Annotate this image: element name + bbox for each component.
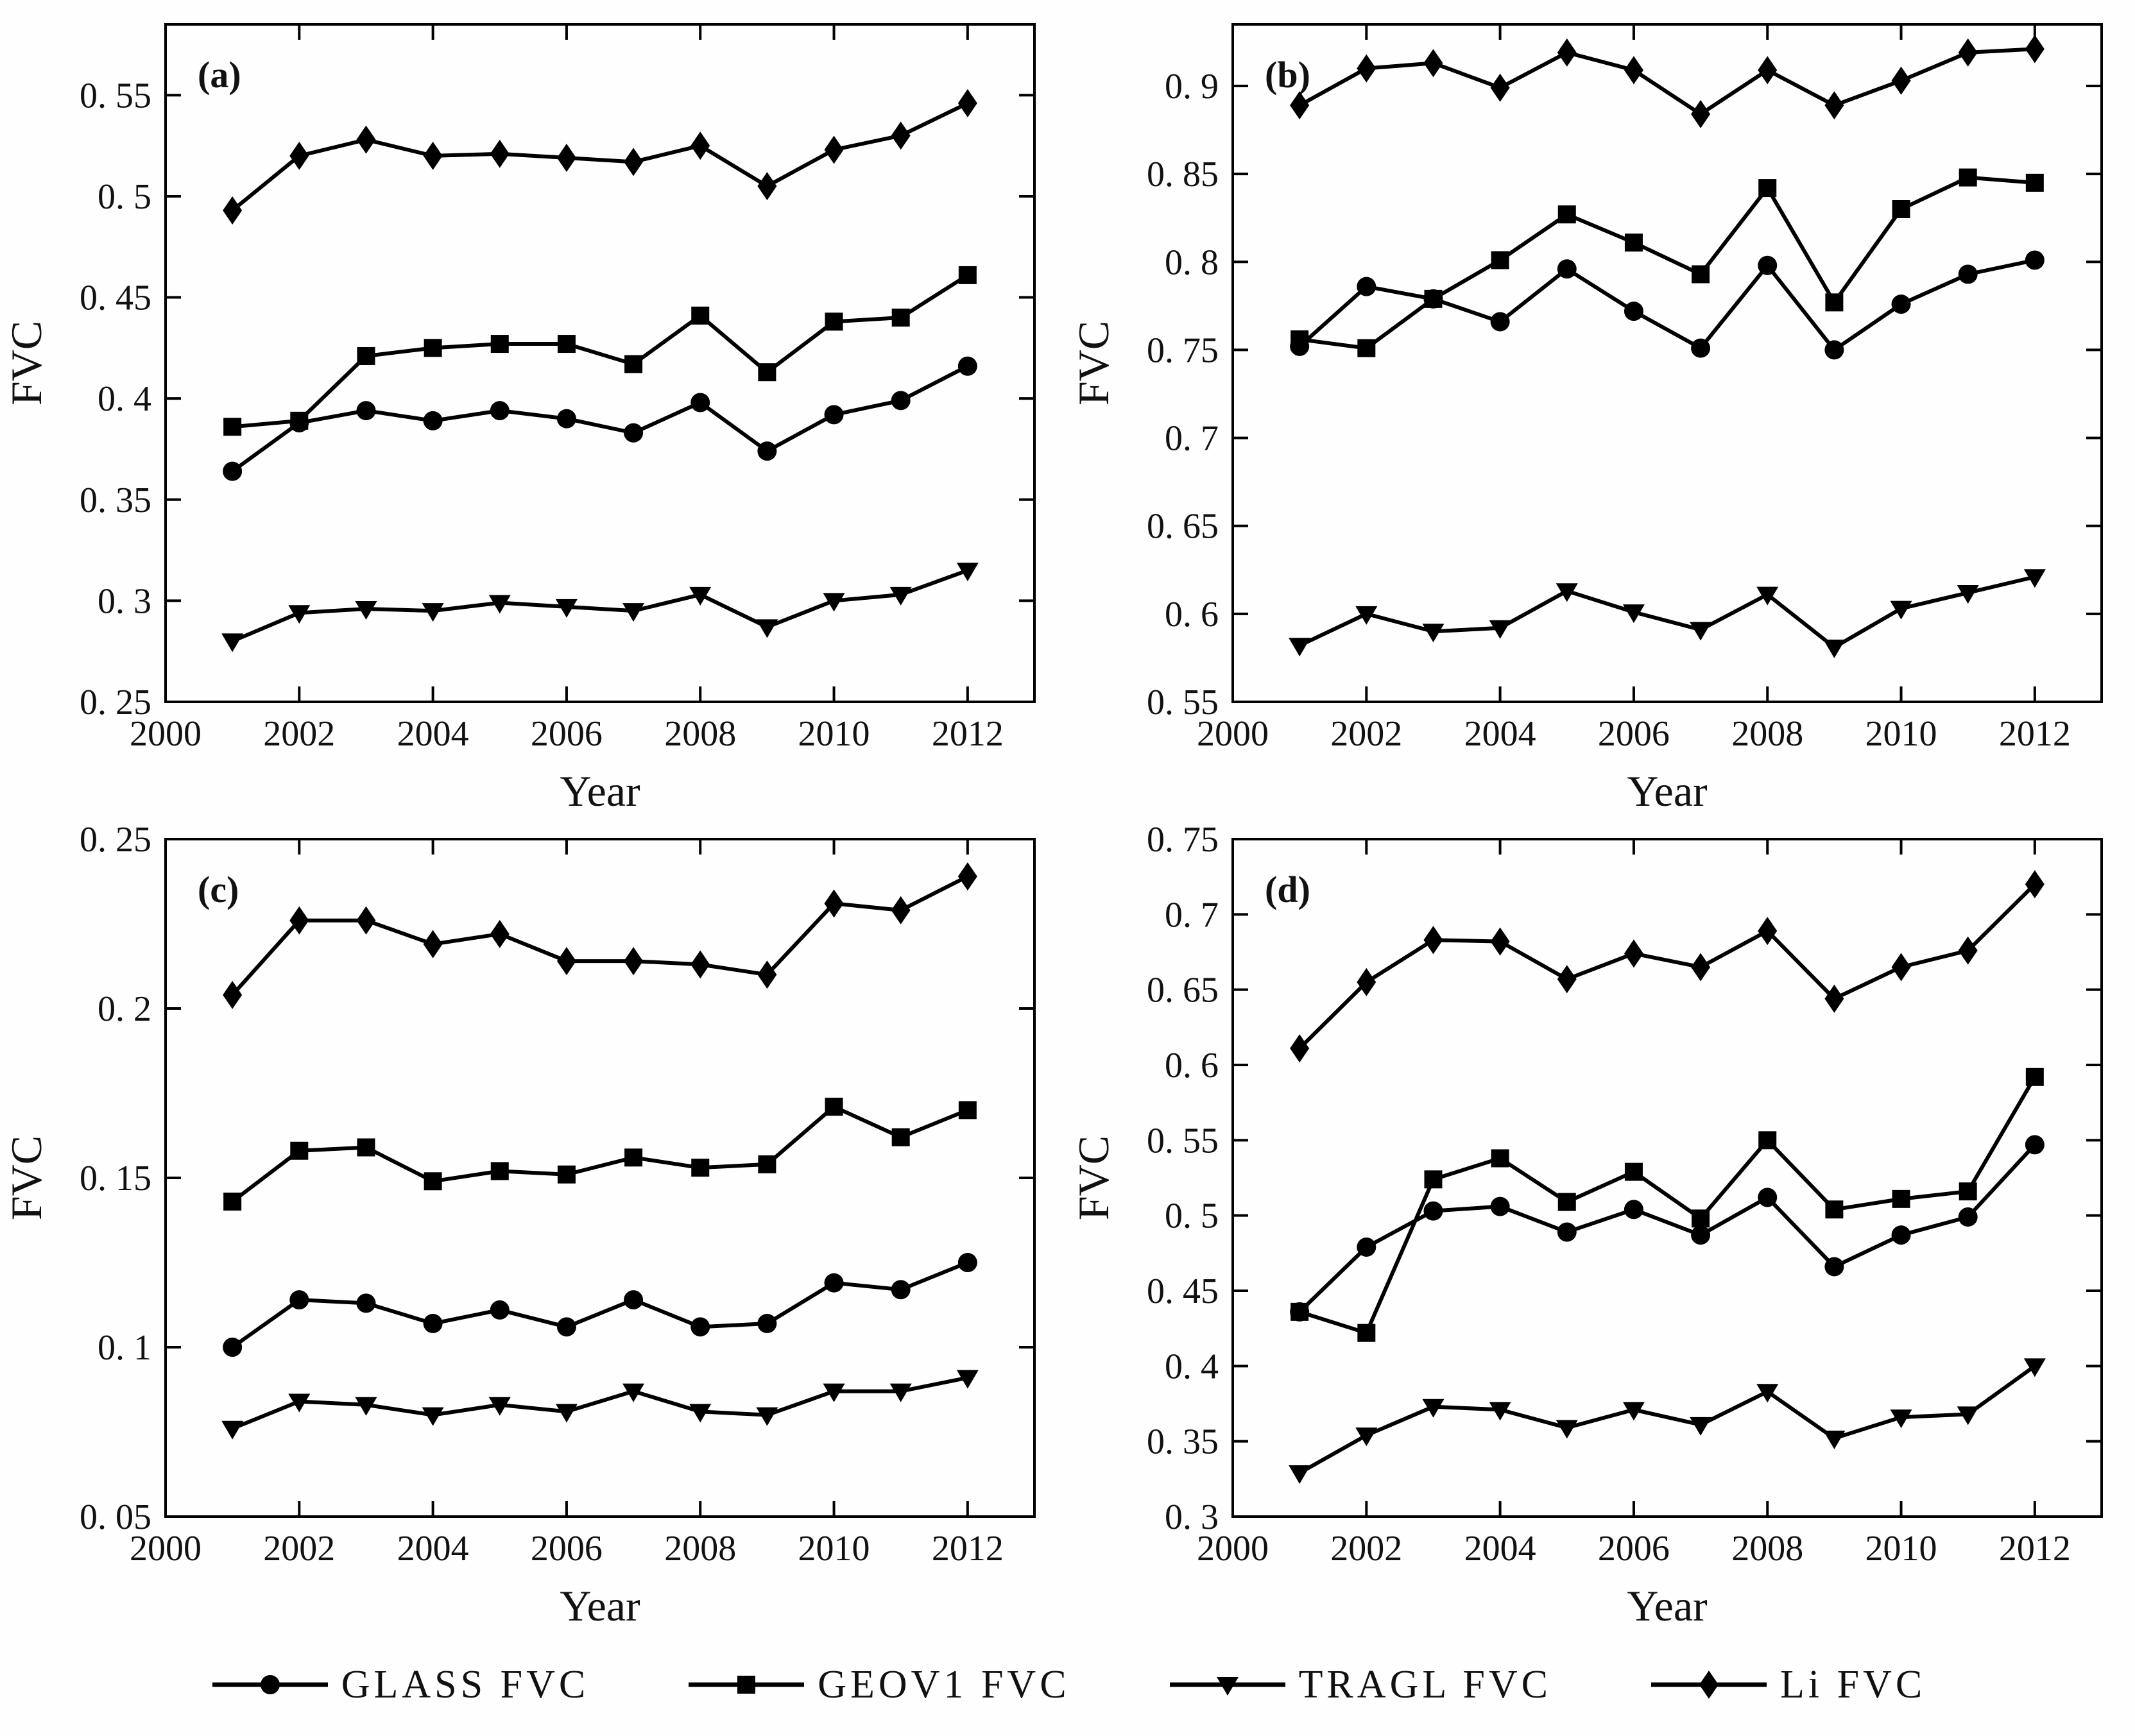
svg-text:Year: Year (560, 1581, 640, 1630)
svg-text:2004: 2004 (397, 714, 469, 754)
svg-text:2006: 2006 (1598, 714, 1670, 754)
svg-text:0. 65: 0. 65 (1147, 971, 1219, 1010)
svg-text:FVC: FVC (1069, 1136, 1118, 1220)
svg-text:2006: 2006 (1598, 1529, 1670, 1569)
svg-text:2008: 2008 (1731, 1529, 1803, 1569)
svg-text:0. 75: 0. 75 (1147, 330, 1219, 370)
svg-text:2012: 2012 (932, 1529, 1004, 1569)
svg-text:0. 7: 0. 7 (1165, 895, 1219, 935)
legend-item-tragl-fvc: TRAGL FVC (1167, 1662, 1552, 1708)
svg-text:0. 1: 0. 1 (98, 1328, 151, 1368)
svg-text:2002: 2002 (263, 714, 335, 754)
svg-text:0. 5: 0. 5 (98, 177, 151, 217)
svg-text:2008: 2008 (664, 714, 736, 754)
svg-text:0. 05: 0. 05 (80, 1497, 151, 1537)
svg-text:(d): (d) (1265, 869, 1310, 910)
svg-text:2012: 2012 (1999, 1529, 2071, 1569)
legend-item-li-fvc: Li FVC (1648, 1662, 1926, 1708)
svg-text:0. 6: 0. 6 (1165, 595, 1219, 634)
square-marker-icon (689, 1676, 805, 1694)
legend-item-label: GEOV1 FVC (818, 1662, 1070, 1706)
svg-text:Year: Year (560, 767, 640, 815)
panel-d-chart: 2000 2002 2004 2006 2008 2010 2012 0. 3 0. 35 0. … (1069, 820, 2103, 1630)
svg-text:0. 25: 0. 25 (80, 683, 151, 722)
svg-text:2008: 2008 (1731, 714, 1803, 754)
legend-item-glass-fvc: GLASS FVC (209, 1662, 590, 1708)
svg-text:0. 85: 0. 85 (1147, 155, 1219, 194)
svg-text:0. 5: 0. 5 (1165, 1196, 1219, 1236)
svg-text:0. 45: 0. 45 (1147, 1272, 1219, 1311)
legend: GLASS FVC GEOV1 FVC TRAGL FVC Li FVC (0, 1640, 2135, 1730)
svg-text:2006: 2006 (531, 1529, 603, 1569)
panel-a-chart: 2000 2002 2004 2006 2008 2010 2012 0. 25 0. 3 0. … (2, 23, 1036, 815)
svg-text:2004: 2004 (397, 1529, 469, 1569)
svg-text:2010: 2010 (798, 1529, 870, 1569)
svg-text:0. 7: 0. 7 (1165, 419, 1219, 459)
svg-text:0. 6: 0. 6 (1165, 1046, 1219, 1085)
panel-b: 2000 2002 2004 2006 2008 2010 2012 0. 55 0. 6 0. … (1067, 4, 2134, 819)
svg-text:2012: 2012 (1999, 714, 2071, 754)
panel-d: 2000 2002 2004 2006 2008 2010 2012 0. 3 0. 35 0. … (1067, 819, 2134, 1633)
svg-text:2002: 2002 (1330, 714, 1402, 754)
svg-text:Year: Year (1627, 1581, 1708, 1630)
panel-a: 2000 2002 2004 2006 2008 2010 2012 0. 25 0. 3 0. … (0, 4, 1067, 819)
svg-text:0. 35: 0. 35 (80, 481, 151, 520)
svg-text:0. 55: 0. 55 (80, 76, 151, 115)
svg-text:(c): (c) (198, 869, 239, 910)
svg-text:0. 4: 0. 4 (1165, 1347, 1219, 1386)
svg-text:0. 35: 0. 35 (1147, 1422, 1219, 1462)
svg-text:2002: 2002 (1330, 1529, 1402, 1569)
svg-text:2010: 2010 (1865, 714, 1937, 754)
svg-text:2000: 2000 (130, 1529, 201, 1569)
svg-text:(b): (b) (1265, 54, 1310, 96)
svg-text:0. 8: 0. 8 (1165, 243, 1219, 282)
svg-text:0. 3: 0. 3 (98, 581, 151, 621)
triangle-down-marker-icon (1169, 1677, 1285, 1696)
svg-text:0. 15: 0. 15 (80, 1159, 151, 1198)
svg-text:0. 55: 0. 55 (1147, 1121, 1219, 1161)
svg-text:2010: 2010 (798, 714, 870, 754)
legend-item-label: TRAGL FVC (1298, 1662, 1552, 1706)
svg-text:0. 3: 0. 3 (1165, 1497, 1219, 1537)
svg-text:0. 45: 0. 45 (80, 278, 151, 318)
legend-item-label: Li FVC (1780, 1662, 1926, 1706)
circle-marker-icon (212, 1675, 328, 1694)
svg-text:0. 2: 0. 2 (98, 989, 151, 1029)
svg-text:0. 9: 0. 9 (1165, 67, 1219, 106)
svg-text:(a): (a) (198, 54, 241, 96)
svg-text:Year: Year (1627, 767, 1708, 815)
svg-text:2000: 2000 (1197, 714, 1269, 754)
legend-item-geov1-fvc: GEOV1 FVC (685, 1662, 1070, 1708)
svg-text:2000: 2000 (130, 714, 201, 754)
svg-text:FVC: FVC (2, 1136, 51, 1220)
svg-text:2002: 2002 (263, 1529, 335, 1569)
legend-item-label: GLASS FVC (341, 1662, 590, 1706)
svg-text:0. 75: 0. 75 (1147, 820, 1219, 860)
panel-c: 2000 2002 2004 2006 2008 2010 2012 0. 05 0. 1 0. … (0, 819, 1067, 1633)
svg-text:0. 25: 0. 25 (80, 820, 151, 860)
diamond-marker-icon (1651, 1671, 1767, 1699)
svg-text:2012: 2012 (932, 714, 1004, 754)
panel-c-chart: 2000 2002 2004 2006 2008 2010 2012 0. 05 0. 1 0. … (2, 820, 1036, 1630)
svg-text:2010: 2010 (1865, 1529, 1937, 1569)
svg-text:2006: 2006 (531, 714, 603, 754)
svg-text:FVC: FVC (1069, 321, 1118, 405)
svg-text:FVC: FVC (2, 321, 51, 405)
svg-text:0. 65: 0. 65 (1147, 507, 1219, 547)
svg-text:0. 55: 0. 55 (1147, 683, 1219, 722)
svg-text:2000: 2000 (1197, 1529, 1269, 1569)
svg-text:2008: 2008 (664, 1529, 736, 1569)
panel-b-chart: 2000 2002 2004 2006 2008 2010 2012 0. 55 0. 6 0. … (1069, 23, 2103, 815)
svg-text:0. 4: 0. 4 (98, 379, 151, 419)
panel-grid: 2000 2002 2004 2006 2008 2010 2012 0. 25 0. 3 0. … (0, 4, 2134, 1633)
svg-text:2004: 2004 (1464, 1529, 1536, 1569)
svg-text:2004: 2004 (1464, 714, 1536, 754)
